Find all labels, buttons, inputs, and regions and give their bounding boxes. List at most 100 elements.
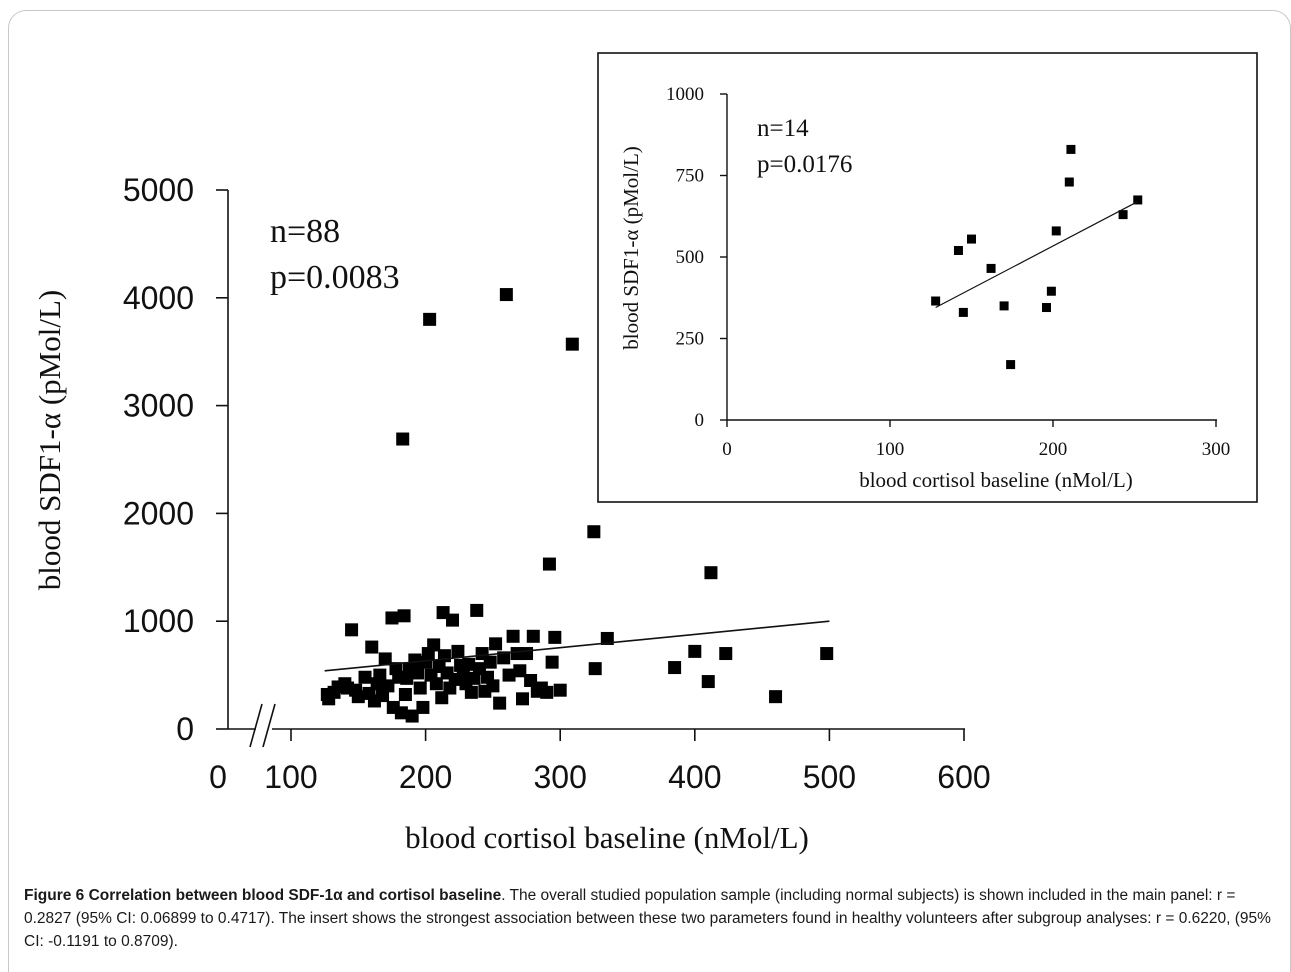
main-data-point <box>545 655 559 669</box>
main-data-point <box>493 696 507 710</box>
main-data-point <box>416 700 430 714</box>
inset-x-axis-label: blood cortisol baseline (nMol/L) <box>859 468 1133 492</box>
main-data-point <box>396 432 410 446</box>
inset-n-label: n=14 <box>757 115 809 142</box>
inset-x-ticks: 0 100 200 300 <box>722 420 1230 460</box>
main-data-point <box>553 683 567 697</box>
inset-data-point <box>1064 177 1074 187</box>
main-y-tick-label: 3000 <box>123 388 194 424</box>
main-data-point <box>704 566 718 580</box>
inset-border <box>597 52 1258 503</box>
main-data-point <box>411 666 425 680</box>
main-x-tick-label: 0 <box>209 759 227 795</box>
main-data-point <box>427 638 441 652</box>
inset-data-point <box>986 263 996 273</box>
main-data-point <box>820 647 834 661</box>
main-data-point <box>470 603 484 617</box>
inset-data-point <box>1133 195 1143 205</box>
main-y-tick-label: 2000 <box>123 495 194 531</box>
inset-y-tick-label: 1000 <box>666 84 704 105</box>
inset-data-point <box>1006 360 1016 370</box>
main-x-tick-label: 100 <box>264 759 317 795</box>
inset-x-tick-label: 200 <box>1039 439 1068 460</box>
inset-trendline <box>935 201 1139 309</box>
main-data-point <box>464 685 478 699</box>
main-data-point <box>516 692 530 706</box>
inset-data-point <box>967 234 976 244</box>
main-data-point <box>394 706 408 720</box>
inset-data-point <box>1118 210 1128 220</box>
main-data-point <box>520 647 534 661</box>
main-x-tick-label: 400 <box>668 759 721 795</box>
main-data-point <box>769 690 783 704</box>
inset-y-tick-label: 250 <box>676 329 705 350</box>
main-p-label: p=0.0083 <box>270 259 400 296</box>
inset-x-tick-label: 100 <box>876 439 905 460</box>
main-x-axis-label: blood cortisol baseline (nMol/L) <box>405 820 809 855</box>
main-trendline <box>324 620 830 672</box>
inset-y-tick-label: 750 <box>676 166 705 187</box>
inset-x-tick-label: 0 <box>722 439 732 460</box>
main-data-point <box>506 629 520 643</box>
main-data-point <box>524 673 538 687</box>
inset-x-tick-label: 300 <box>1202 439 1231 460</box>
main-x-ticks: 0 100 200 300 400 500 600 <box>209 729 991 795</box>
main-data-point <box>385 611 399 625</box>
main-data-point <box>600 631 614 645</box>
main-data-point <box>489 637 503 651</box>
main-data-point <box>423 312 437 326</box>
main-data-point <box>397 609 411 623</box>
main-n-label: n=88 <box>270 213 340 250</box>
main-data-points <box>320 288 834 723</box>
main-y-ticks: 0 1000 2000 3000 4000 5000 <box>123 172 228 747</box>
inset-data-point <box>1046 286 1056 296</box>
main-data-point <box>378 652 392 666</box>
main-data-point <box>548 630 562 644</box>
main-data-point <box>502 668 516 682</box>
main-data-point <box>588 662 602 676</box>
caption-label: Figure 6 Correlation between blood SDF-1… <box>24 887 502 904</box>
main-data-point <box>513 664 527 678</box>
main-y-tick-label: 4000 <box>123 280 194 316</box>
main-data-point <box>405 709 419 723</box>
main-y-axis-label: blood SDF1-α (pMol/L) <box>32 290 67 590</box>
main-data-point <box>668 661 682 675</box>
main-data-point <box>365 640 379 654</box>
main-y-tick-label: 0 <box>176 711 194 747</box>
inset-y-tick-label: 500 <box>676 247 705 268</box>
main-data-point <box>429 677 443 691</box>
main-y-tick-label: 5000 <box>123 172 194 208</box>
main-data-point <box>408 653 422 667</box>
inset-y-axis-label: blood SDF1-α (pMol/L) <box>619 146 643 350</box>
inset-data-points <box>931 144 1143 370</box>
main-data-point <box>701 675 715 689</box>
inset-p-label: p=0.0176 <box>757 151 852 178</box>
main-data-point <box>413 681 427 695</box>
main-data-point <box>462 657 476 671</box>
main-data-point <box>526 629 540 643</box>
main-x-tick-label: 600 <box>937 759 990 795</box>
main-data-point <box>358 670 372 684</box>
main-x-tick-label: 200 <box>399 759 452 795</box>
inset-data-point <box>1066 144 1076 154</box>
main-data-point <box>587 525 601 539</box>
inset-data-point <box>953 245 963 255</box>
caption-text: . The overall studied population sample … <box>24 887 1271 950</box>
main-data-point <box>345 623 359 637</box>
main-data-point <box>398 688 412 702</box>
figure-caption: Figure 6 Correlation between blood SDF-1… <box>24 884 1274 953</box>
main-data-point <box>381 679 395 693</box>
inset-data-point <box>999 301 1009 311</box>
main-data-point <box>565 337 579 351</box>
main-data-point <box>542 557 556 571</box>
main-data-point <box>497 651 511 665</box>
main-data-point <box>451 644 465 658</box>
main-data-point <box>351 690 365 704</box>
inset-y-ticks: 0 250 500 750 1000 <box>666 84 727 431</box>
axis-break-marks <box>249 703 276 748</box>
main-data-point <box>688 644 702 658</box>
main-data-point <box>483 655 497 669</box>
